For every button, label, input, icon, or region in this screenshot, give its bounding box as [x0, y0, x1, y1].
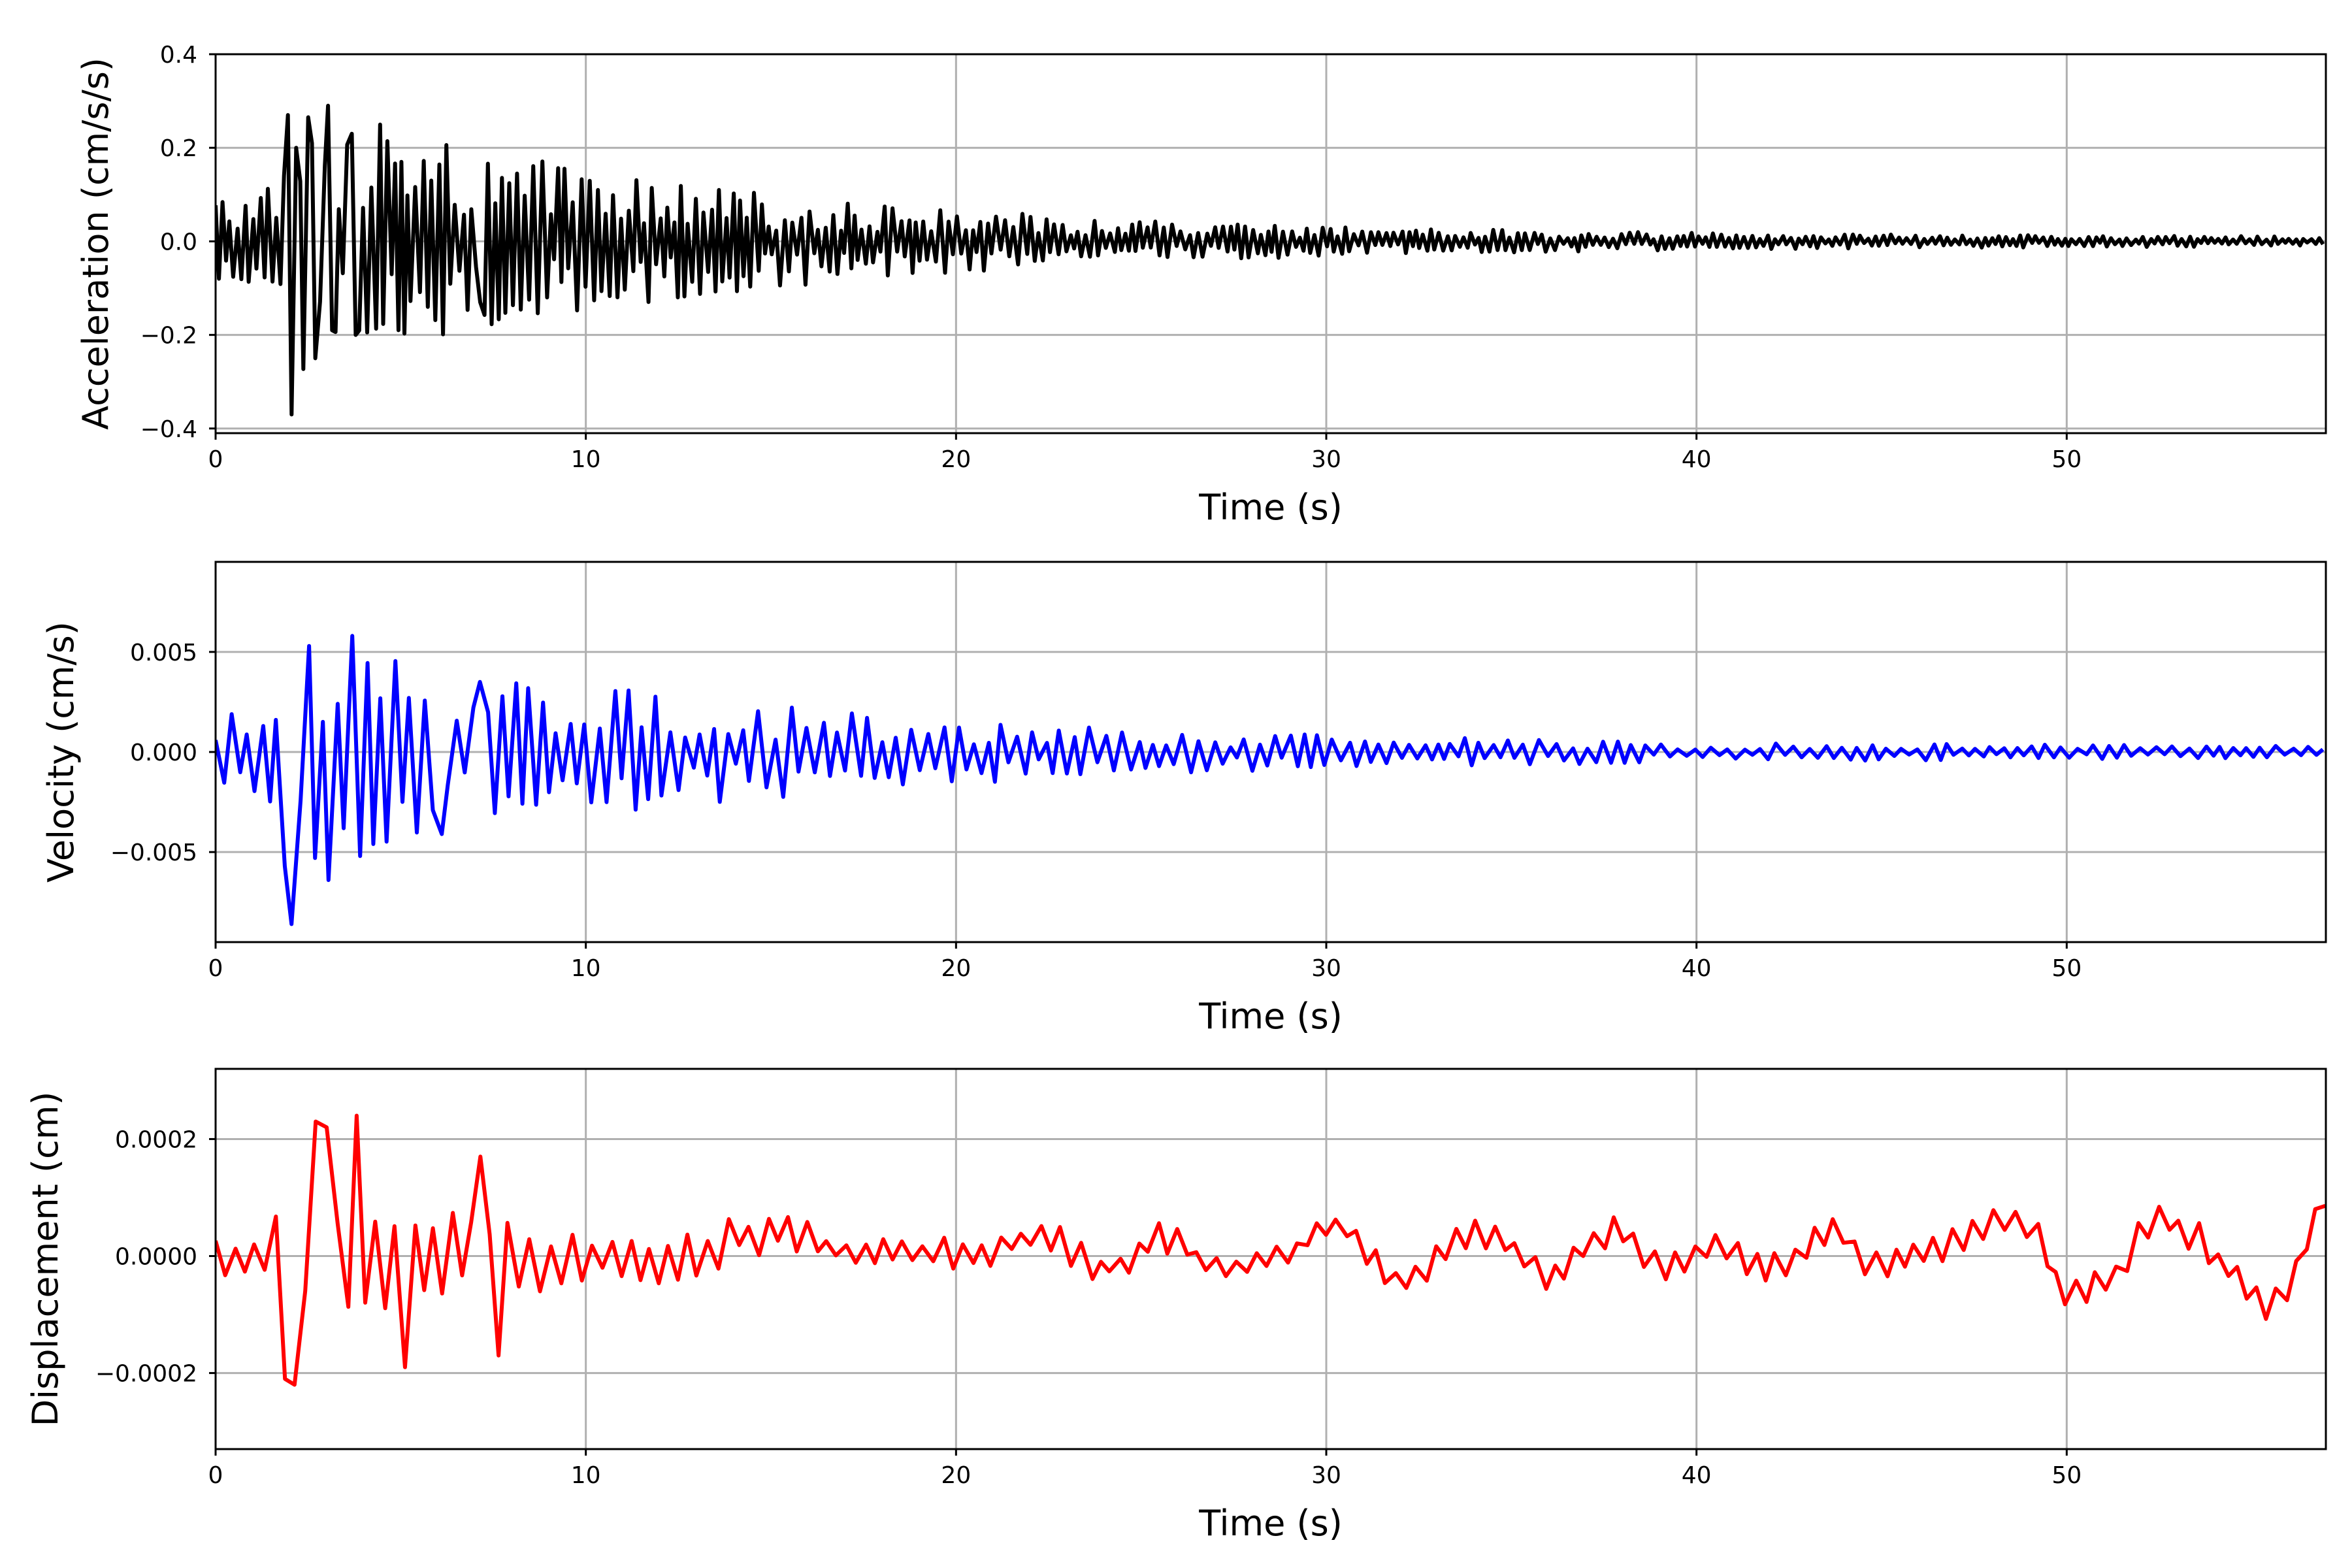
x-tick-label: 30	[1311, 446, 1341, 473]
x-tick-label: 10	[571, 446, 601, 473]
y-tick-label: 0.0	[160, 229, 197, 255]
x-tick-label: 20	[941, 446, 971, 473]
x-axis-label: Time (s)	[1198, 487, 1343, 528]
x-tick-label: 40	[1682, 955, 1712, 982]
y-tick-label: 0.0000	[115, 1244, 197, 1271]
plot-frame	[214, 1068, 2327, 1450]
x-tick-label: 50	[2051, 446, 2082, 473]
x-tick-label: 50	[2051, 955, 2082, 982]
x-tick-label: 0	[208, 955, 223, 982]
displacement-panel: 0 10 20 30 40 50 −0.0002 0.0000 0.0002 Time (s) Di…	[25, 1068, 2327, 1544]
x-tick-label: 10	[571, 1462, 601, 1489]
x-tick-label: 50	[2051, 1462, 2082, 1489]
displacement-series-line	[216, 1113, 2326, 1387]
y-tick-label: 0.005	[130, 640, 197, 666]
y-tick-label: −0.2	[140, 323, 197, 350]
x-tick-label: 10	[571, 955, 601, 982]
velocity-series-line	[216, 634, 2325, 926]
y-tick-label: −0.0002	[95, 1361, 197, 1388]
x-axis-label: Time (s)	[1198, 1503, 1343, 1544]
x-axis-label: Time (s)	[1198, 996, 1343, 1037]
plot-frame	[214, 53, 2327, 434]
x-tick-label: 0	[208, 446, 223, 473]
y-tick-label: −0.4	[140, 416, 197, 443]
x-tick-label: 40	[1682, 446, 1712, 473]
acceleration-series-line	[216, 103, 2325, 417]
x-tick-label: 30	[1311, 1462, 1341, 1489]
y-tick-label: 0.4	[160, 42, 197, 69]
x-tick-label: 0	[208, 1462, 223, 1489]
y-axis-label: Displacement (cm)	[25, 1092, 66, 1427]
y-tick-label: 0.0002	[115, 1126, 197, 1153]
y-tick-label: 0.2	[160, 135, 197, 162]
y-axis-label: Acceleration (cm/s/s)	[75, 57, 116, 430]
y-tick-label: −0.005	[110, 840, 197, 866]
velocity-panel: 0 10 20 30 40 50 −0.005 0.000 0.005 Time (s) Veloc…	[41, 561, 2327, 1037]
x-tick-label: 30	[1311, 955, 1341, 982]
x-tick-label: 40	[1682, 1462, 1712, 1489]
y-tick-label: 0.000	[130, 740, 197, 766]
y-axis-label: Velocity (cm/s)	[41, 621, 82, 883]
x-tick-label: 20	[941, 1462, 971, 1489]
x-tick-label: 20	[941, 955, 971, 982]
acceleration-panel: 0 10 20 30 40 50 −0.4 −0.2 0.0 0.2 0.4 Time (s) Acce…	[75, 42, 2327, 528]
